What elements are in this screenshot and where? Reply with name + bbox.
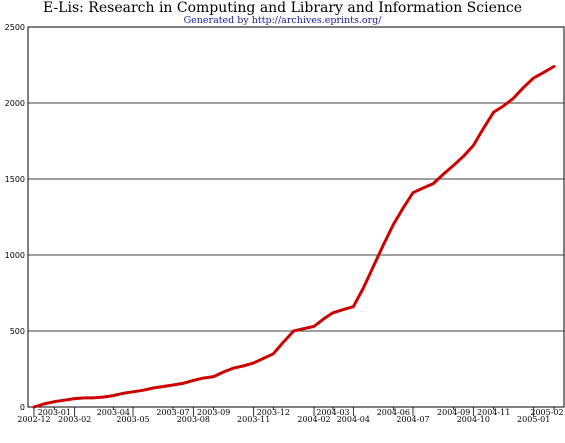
y-tick-label: 500 bbox=[10, 327, 25, 336]
y-tick-label: 1000 bbox=[5, 251, 25, 260]
series-line bbox=[32, 65, 556, 409]
y-axis-ticks: 0 500 1000 1500 2000 2500 bbox=[5, 23, 25, 412]
x-tick-label: 2002-12 bbox=[17, 415, 50, 424]
chart-subtitle: Generated by http://archives.eprints.org… bbox=[183, 15, 382, 26]
plot-area bbox=[27, 26, 565, 408]
x-tick-label: 2003-01 bbox=[38, 408, 71, 417]
x-tick-label: 2004-07 bbox=[396, 415, 429, 424]
y-tick-label: 2000 bbox=[5, 99, 25, 108]
x-tick-label: 2003-05 bbox=[116, 415, 149, 424]
x-tick-label: 2004-11 bbox=[477, 408, 510, 417]
x-tick-label: 2003-02 bbox=[58, 415, 91, 424]
y-tick-label: 2500 bbox=[5, 23, 25, 32]
x-tick-label: 2004-09 bbox=[437, 408, 470, 417]
x-tick-label: 2003-04 bbox=[97, 408, 130, 417]
x-tick-label: 2004-10 bbox=[457, 415, 490, 424]
x-tick-label: 2005-01 bbox=[517, 415, 550, 424]
y-tick-label: 0 bbox=[20, 403, 25, 412]
x-tick-label: 2003-12 bbox=[257, 408, 290, 417]
x-tick-label: 2004-06 bbox=[377, 408, 410, 417]
x-tick-label: 2005-02 bbox=[530, 408, 563, 417]
chart-title: E-Lis: Research in Computing and Library… bbox=[42, 0, 523, 16]
x-tick-label: 2004-02 bbox=[297, 415, 330, 424]
x-tick-label: 2003-11 bbox=[237, 415, 270, 424]
x-tick-label: 2003-07 bbox=[156, 408, 189, 417]
x-tick-label: 2004-04 bbox=[337, 415, 370, 424]
x-tick-label: 2003-09 bbox=[197, 408, 230, 417]
x-tick-label: 2003-08 bbox=[177, 415, 210, 424]
y-tick-label: 1500 bbox=[5, 175, 25, 184]
x-tick-label: 2004-03 bbox=[316, 408, 349, 417]
